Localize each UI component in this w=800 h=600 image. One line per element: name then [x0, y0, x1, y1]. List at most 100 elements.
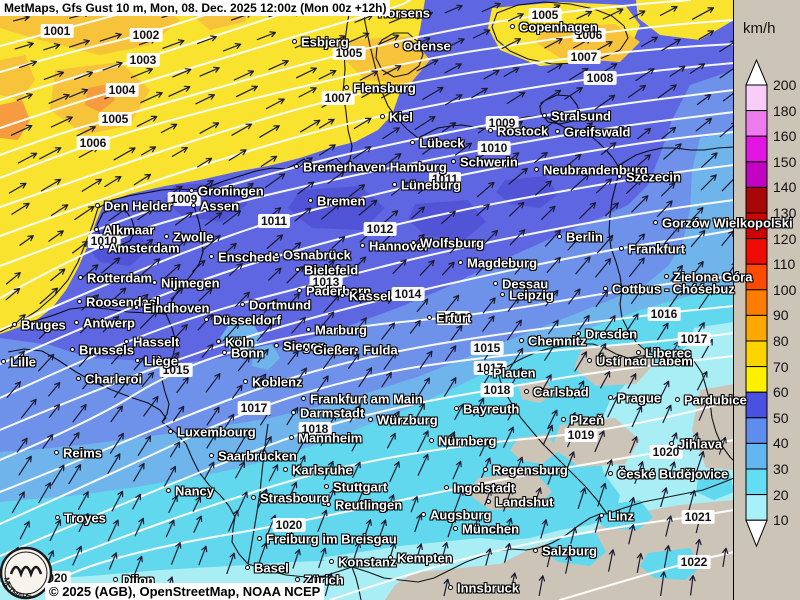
wind-arrow	[358, 367, 373, 388]
wind-arrow	[450, 324, 463, 341]
wind-arrow	[237, 355, 251, 372]
wind-arrow	[695, 451, 705, 475]
wind-arrow	[318, 118, 335, 129]
wind-arrow	[79, 318, 96, 334]
wind-arrow	[16, 437, 28, 453]
wind-arrow	[294, 39, 312, 49]
wind-arrow	[626, 313, 639, 332]
wind-arrow	[697, 371, 708, 391]
wind-arrow	[176, 377, 189, 394]
wind-arrow	[660, 380, 670, 398]
legend-tick-100: 100	[773, 281, 797, 298]
wind-arrow	[164, 465, 176, 487]
wind-arrow	[689, 63, 706, 74]
wind-arrow	[546, 256, 561, 273]
legend-block	[745, 391, 768, 419]
metmaps-logo: METMAPS	[0, 542, 56, 600]
gust-band-v10_20	[320, 538, 540, 572]
wind-arrow	[479, 438, 489, 457]
wind-arrow	[446, 431, 456, 449]
wind-arrow	[453, 489, 464, 513]
wind-arrow	[257, 348, 269, 363]
legend-tick-150: 150	[773, 153, 797, 170]
wind-arrow	[631, 195, 649, 213]
wind-arrow	[540, 117, 560, 132]
wind-arrow	[175, 211, 193, 226]
wind-arrow	[228, 509, 239, 532]
wind-arrow	[236, 491, 248, 514]
wind-arrow	[297, 157, 313, 168]
wind-arrow	[324, 572, 334, 597]
wind-arrow	[352, 461, 361, 478]
wind-arrow	[390, 411, 400, 427]
wind-arrow	[507, 403, 518, 421]
wind-arrow	[296, 67, 317, 79]
wind-arrow	[133, 462, 145, 482]
wind-arrow	[513, 456, 524, 479]
wind-arrow	[38, 353, 55, 372]
wind-arrow	[608, 549, 616, 572]
legend-tick-80: 80	[773, 333, 789, 349]
wind-arrow	[20, 398, 37, 419]
wind-arrow	[698, 288, 713, 310]
legend-block	[745, 84, 768, 112]
wind-arrow	[378, 34, 400, 45]
wind-arrow	[700, 174, 717, 191]
wind-arrow	[547, 63, 563, 73]
wind-arrow	[608, 126, 625, 139]
wind-arrow	[81, 264, 99, 279]
wind-arrow	[506, 91, 526, 105]
wind-arrow	[670, 265, 683, 282]
wind-arrow	[662, 404, 672, 424]
wind-arrow	[692, 7, 715, 20]
wind-arrow	[113, 147, 136, 161]
wind-arrow	[723, 262, 734, 281]
wind-arrow	[258, 542, 268, 565]
wind-arrow	[387, 542, 397, 565]
wind-arrow	[475, 260, 489, 276]
wind-arrow	[198, 545, 208, 566]
wind-arrow	[668, 288, 683, 308]
wind-arrow	[51, 464, 65, 486]
wind-arrow	[136, 115, 158, 127]
wind-arrow	[234, 182, 254, 197]
wind-arrow	[444, 94, 463, 106]
wind-arrow	[382, 65, 402, 76]
wind-arrow	[174, 324, 188, 339]
wind-arrow	[443, 578, 450, 597]
wind-arrow	[205, 373, 221, 393]
wind-arrow	[222, 210, 242, 225]
wind-arrow	[564, 87, 583, 100]
legend-block	[745, 238, 768, 265]
wind-arrow	[546, 547, 554, 568]
wind-arrow	[627, 373, 637, 389]
wind-arrow	[452, 460, 462, 480]
wind-arrow	[414, 116, 436, 131]
wind-arrow	[192, 179, 214, 195]
wind-arrow	[595, 258, 612, 278]
wind-arrow	[78, 349, 95, 367]
legend-tick-30: 30	[773, 461, 789, 477]
wind-arrow	[206, 406, 220, 426]
wind-arrow	[627, 84, 647, 98]
wind-arrow	[567, 233, 583, 251]
wind-arrow	[48, 93, 70, 104]
wind-arrow	[168, 239, 187, 255]
wind-arrow	[319, 144, 336, 156]
wind-arrow	[417, 453, 429, 476]
isobar-1014	[0, 229, 734, 431]
wind-arrow	[444, 4, 463, 14]
wind-arrow	[503, 426, 515, 448]
wind-arrow	[564, 451, 575, 474]
wind-arrow	[286, 292, 301, 307]
wind-arrow	[414, 403, 425, 420]
isobar-1008	[0, 62, 734, 237]
wind-arrow	[386, 494, 395, 512]
weather-map-canvas	[0, 0, 734, 600]
wind-arrow	[383, 352, 397, 370]
legend-arrow-down	[745, 519, 768, 548]
wind-arrow	[503, 67, 520, 77]
wind-arrow	[82, 374, 96, 390]
wind-arrow	[416, 377, 430, 399]
wind-arrow	[235, 85, 258, 98]
